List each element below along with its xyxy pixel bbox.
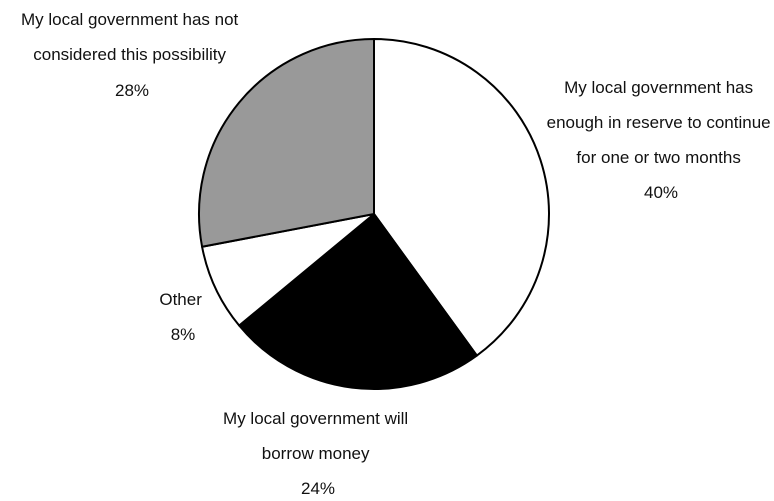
slice-value-borrow: 24% xyxy=(301,479,335,498)
slice-label-other-line-1: Other xyxy=(159,290,202,309)
pie-slices xyxy=(198,38,550,391)
slice-label-reserve: My local government has enough in reserv… xyxy=(547,78,774,202)
slice-value-not-considered: 28% xyxy=(115,81,149,100)
slice-label-other: Other 8% xyxy=(159,290,206,344)
slice-borrow xyxy=(238,213,478,391)
slice-label-borrow: My local government will borrow money 24… xyxy=(223,409,413,498)
slice-label-not-considered-line-2: considered this possibility xyxy=(33,45,226,64)
slice-value-other: 8% xyxy=(171,325,196,344)
slice-label-reserve-line-1: My local government has xyxy=(564,78,753,97)
slice-label-not-considered-line-1: My local government has not xyxy=(21,10,239,29)
slice-value-reserve: 40% xyxy=(644,183,678,202)
slice-label-reserve-line-2: enough in reserve to continue xyxy=(547,113,771,132)
slice-label-borrow-line-1: My local government will xyxy=(223,409,408,428)
slice-label-borrow-line-2: borrow money xyxy=(262,444,370,463)
slice-not-considered xyxy=(198,38,375,248)
slice-label-not-considered: My local government has not considered t… xyxy=(21,10,243,100)
slice-reserve xyxy=(373,38,550,357)
slice-label-reserve-line-3: for one or two months xyxy=(576,148,740,167)
